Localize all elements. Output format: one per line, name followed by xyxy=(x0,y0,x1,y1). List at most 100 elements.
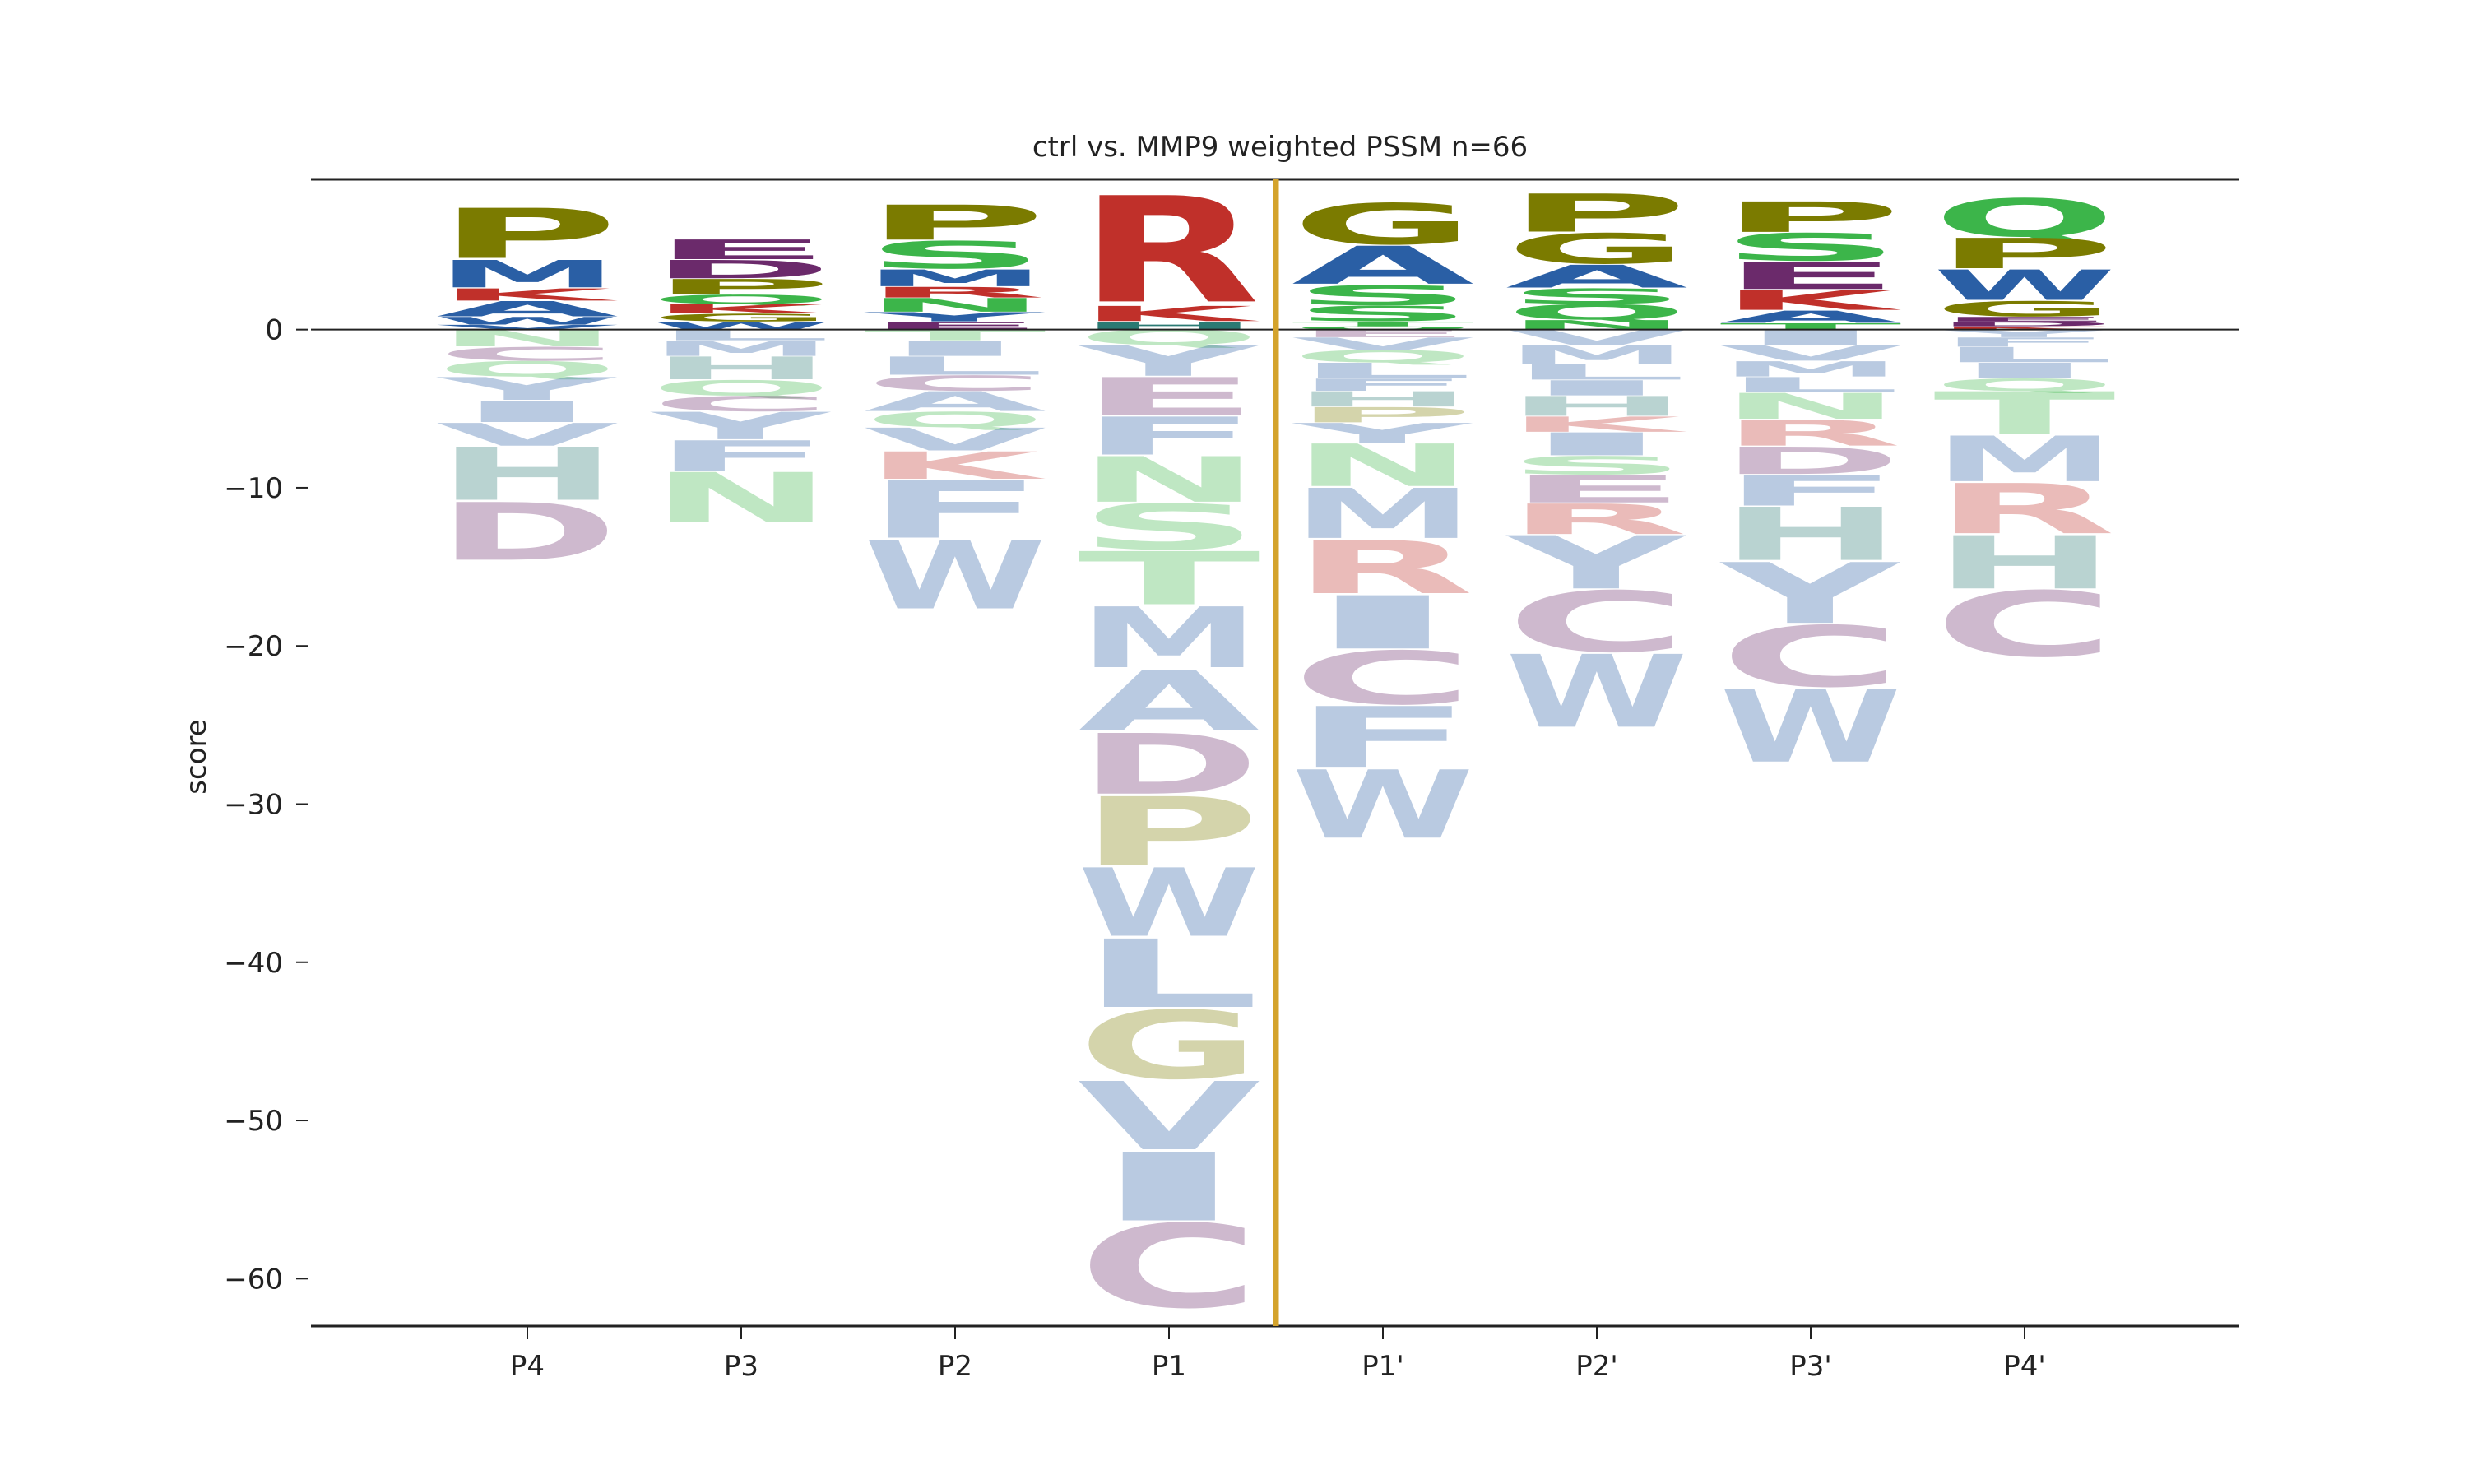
logo-letter-p1prime-neg-r: R xyxy=(1292,526,1474,610)
logo-letter-p1-neg-m: M xyxy=(1078,590,1260,687)
logo-letter-p2prime-pos-n: N xyxy=(1505,318,1688,332)
logo-letter-p4-pos-w: W xyxy=(436,315,619,327)
logo-letter-p4-pos-a: A xyxy=(436,297,619,321)
logo-letter-p1-pos-k: K xyxy=(1078,302,1260,327)
logo-letter-p4prime-neg-h: H xyxy=(1933,521,2116,606)
logo-letter-p2prime-neg-m: M xyxy=(1505,341,1688,369)
logo-letter-p1-neg-i: I xyxy=(1078,1134,1260,1243)
logo-letter-p4prime-pos-p: P xyxy=(1933,230,2116,278)
logo-letter-p4-neg-v: V xyxy=(436,417,619,453)
logo-letter-p4prime-neg-l: L xyxy=(1933,343,2116,367)
axes: 0 −10 −20 −30 −40 −50 −60 P4 P3 P2 P1 P1' P2' P3' P4' xyxy=(224,178,2239,1383)
logo-letter-p2prime-neg-i: I xyxy=(1505,426,1688,462)
logo-letter-p1prime-neg-l: L xyxy=(1292,359,1474,383)
logo-letter-p3-neg-n: N xyxy=(650,458,833,538)
logo-letter-p1-neg-a: A xyxy=(1078,653,1260,750)
logo-letter-p1-neg-v: V xyxy=(1078,1063,1260,1172)
logo-letter-p1-neg-g: G xyxy=(1078,991,1260,1101)
logo-letter-p3prime-neg-w: W xyxy=(1719,670,1902,786)
logo-letter-p4prime-neg-f: F xyxy=(1933,335,2116,350)
logo-letter-p3prime-neg-f: F xyxy=(1719,466,1902,515)
logo-letter-p1-pos-r: R xyxy=(1078,167,1260,336)
logo-letter-p4prime-neg-y: Y xyxy=(1932,327,2115,340)
logo-letter-p2prime-neg-s: S xyxy=(1505,451,1688,480)
logo-letter-p2-neg-a: A xyxy=(864,386,1046,417)
logo-letter-p2prime-pos-p: P xyxy=(1505,183,1688,244)
logo-letter-p1prime-neg-e: E xyxy=(1292,327,1474,340)
logo-letter-p4prime-neg-i: I xyxy=(1933,359,2116,383)
logo-letter-p2-neg-k: K xyxy=(864,444,1046,488)
logo-letter-p3-neg-l: L xyxy=(650,327,833,344)
y-tick-label: −60 xyxy=(224,1263,283,1296)
logo-letter-p2-pos-s: S xyxy=(864,234,1046,277)
logo-letter-p4-pos-k: K xyxy=(436,285,618,305)
logo-letter-p1-neg-f: F xyxy=(1078,406,1260,467)
logo-letter-p2prime-pos-a: A xyxy=(1505,258,1688,294)
logo-letter-p2-neg-w: W xyxy=(864,522,1046,631)
logo-letter-p1-neg-p: P xyxy=(1078,777,1260,886)
y-tick-label: −50 xyxy=(224,1105,283,1138)
logo-letter-p1prime-neg-n: N xyxy=(1292,432,1474,500)
logo-letter-p1prime-neg-w: W xyxy=(1292,750,1474,860)
logo-letter-p2prime-pos-g: G xyxy=(1505,225,1688,273)
logo-letter-p4prime-neg-t: T xyxy=(1933,379,2116,448)
logo-letter-p3prime-neg-v: V xyxy=(1719,341,1902,365)
logo-letter-p4-pos-v: V xyxy=(436,323,619,331)
logo-letter-p3-neg-q: Q xyxy=(650,376,833,400)
logo-letter-p4prime-neg-c: C xyxy=(1933,573,2116,677)
logo-letter-p3-pos-k: K xyxy=(650,302,833,317)
logo-letter-p1prime-neg-m: M xyxy=(1292,474,1474,554)
logo-letter-p1-neg-t: T xyxy=(1078,537,1260,622)
logo-letter-p4prime-neg-q: Q xyxy=(1933,375,2116,395)
logo-letter-p4-neg-y: Y xyxy=(435,371,618,407)
logo-letter-p1prime-neg-y: Y xyxy=(1291,418,1473,449)
logo-letter-p1-neg-c: C xyxy=(1078,1200,1260,1334)
logo-letter-p4prime-pos-g: G xyxy=(1933,297,2116,321)
logo-letter-p4prime-pos-w: W xyxy=(1933,262,2116,310)
chart-title: ctrl vs. MMP9 weighted PSSM n=66 xyxy=(1032,131,1528,164)
logo-letter-p2prime-neg-i: I xyxy=(1505,376,1688,401)
logo-columns: PMKAWVNCQYIVHDEDPQKGWLMHQCYFNPSMRNYETILC… xyxy=(435,167,2116,1334)
logo-letter-p1prime-pos-s: S xyxy=(1292,302,1474,327)
logo-letter-p2prime-neg-r: R xyxy=(1505,495,1688,544)
logo-letter-p3prime-neg-m: M xyxy=(1719,357,1902,381)
y-tick-label: −40 xyxy=(224,947,283,980)
logo-letter-p4-neg-h: H xyxy=(436,432,619,517)
logo-letter-p1prime-neg-h: H xyxy=(1292,387,1474,411)
logo-letter-p4prime-pos-d: D xyxy=(1933,321,2116,328)
logo-letter-p3prime-neg-r: R xyxy=(1719,413,1902,454)
logo-letter-p1prime-neg-i: I xyxy=(1292,581,1474,665)
logo-letter-p1prime-neg-v: V xyxy=(1292,334,1474,354)
logo-letter-p1prime-pos-a: A xyxy=(1292,235,1474,296)
logo-letter-p3prime-neg-l: L xyxy=(1719,373,1902,397)
logo-letter-p2prime-pos-s: S xyxy=(1505,285,1688,309)
logo-letter-p2prime-pos-q: Q xyxy=(1505,300,1688,324)
logo-letter-p3prime-pos-p: P xyxy=(1719,193,1902,242)
x-tick-label: P3' xyxy=(1789,1350,1831,1383)
logo-letter-p3prime-neg-c: C xyxy=(1719,610,1902,707)
y-tick-label: 0 xyxy=(265,314,283,347)
logo-letter-p3-pos-q: Q xyxy=(650,292,833,307)
logo-letter-p2-neg-t: T xyxy=(864,327,1046,344)
x-tick-label: P2 xyxy=(938,1350,972,1383)
logo-letter-p2prime-neg-k: K xyxy=(1505,412,1687,437)
logo-letter-p2-pos-e: E xyxy=(864,320,1046,332)
logo-letter-p4-pos-m: M xyxy=(436,253,619,296)
logo-letter-p1-neg-w: W xyxy=(1078,849,1260,958)
logo-letter-p3-pos-w: W xyxy=(650,320,833,332)
logo-letter-p2prime-neg-h: H xyxy=(1505,391,1688,422)
logo-letter-p3-pos-d: D xyxy=(650,255,833,284)
logo-letter-p1-pos-h: H xyxy=(1078,320,1260,332)
logo-letter-p1prime-pos-q: Q xyxy=(1292,326,1474,331)
logo-letter-p2prime-neg-c: C xyxy=(1505,574,1688,671)
logo-letter-p2-pos-y: Y xyxy=(863,310,1046,325)
logo-letter-p2-neg-f: F xyxy=(864,464,1046,556)
logo-letter-p3-pos-e: E xyxy=(650,234,833,266)
logo-letter-p2prime-neg-w: W xyxy=(1505,635,1688,751)
x-tick-label: P2' xyxy=(1575,1350,1617,1383)
logo-letter-p3prime-pos-t: T xyxy=(1719,322,1902,332)
logo-letter-p3prime-neg-y: Y xyxy=(1719,546,1901,643)
logo-letter-p2prime-neg-l: L xyxy=(1505,360,1688,384)
